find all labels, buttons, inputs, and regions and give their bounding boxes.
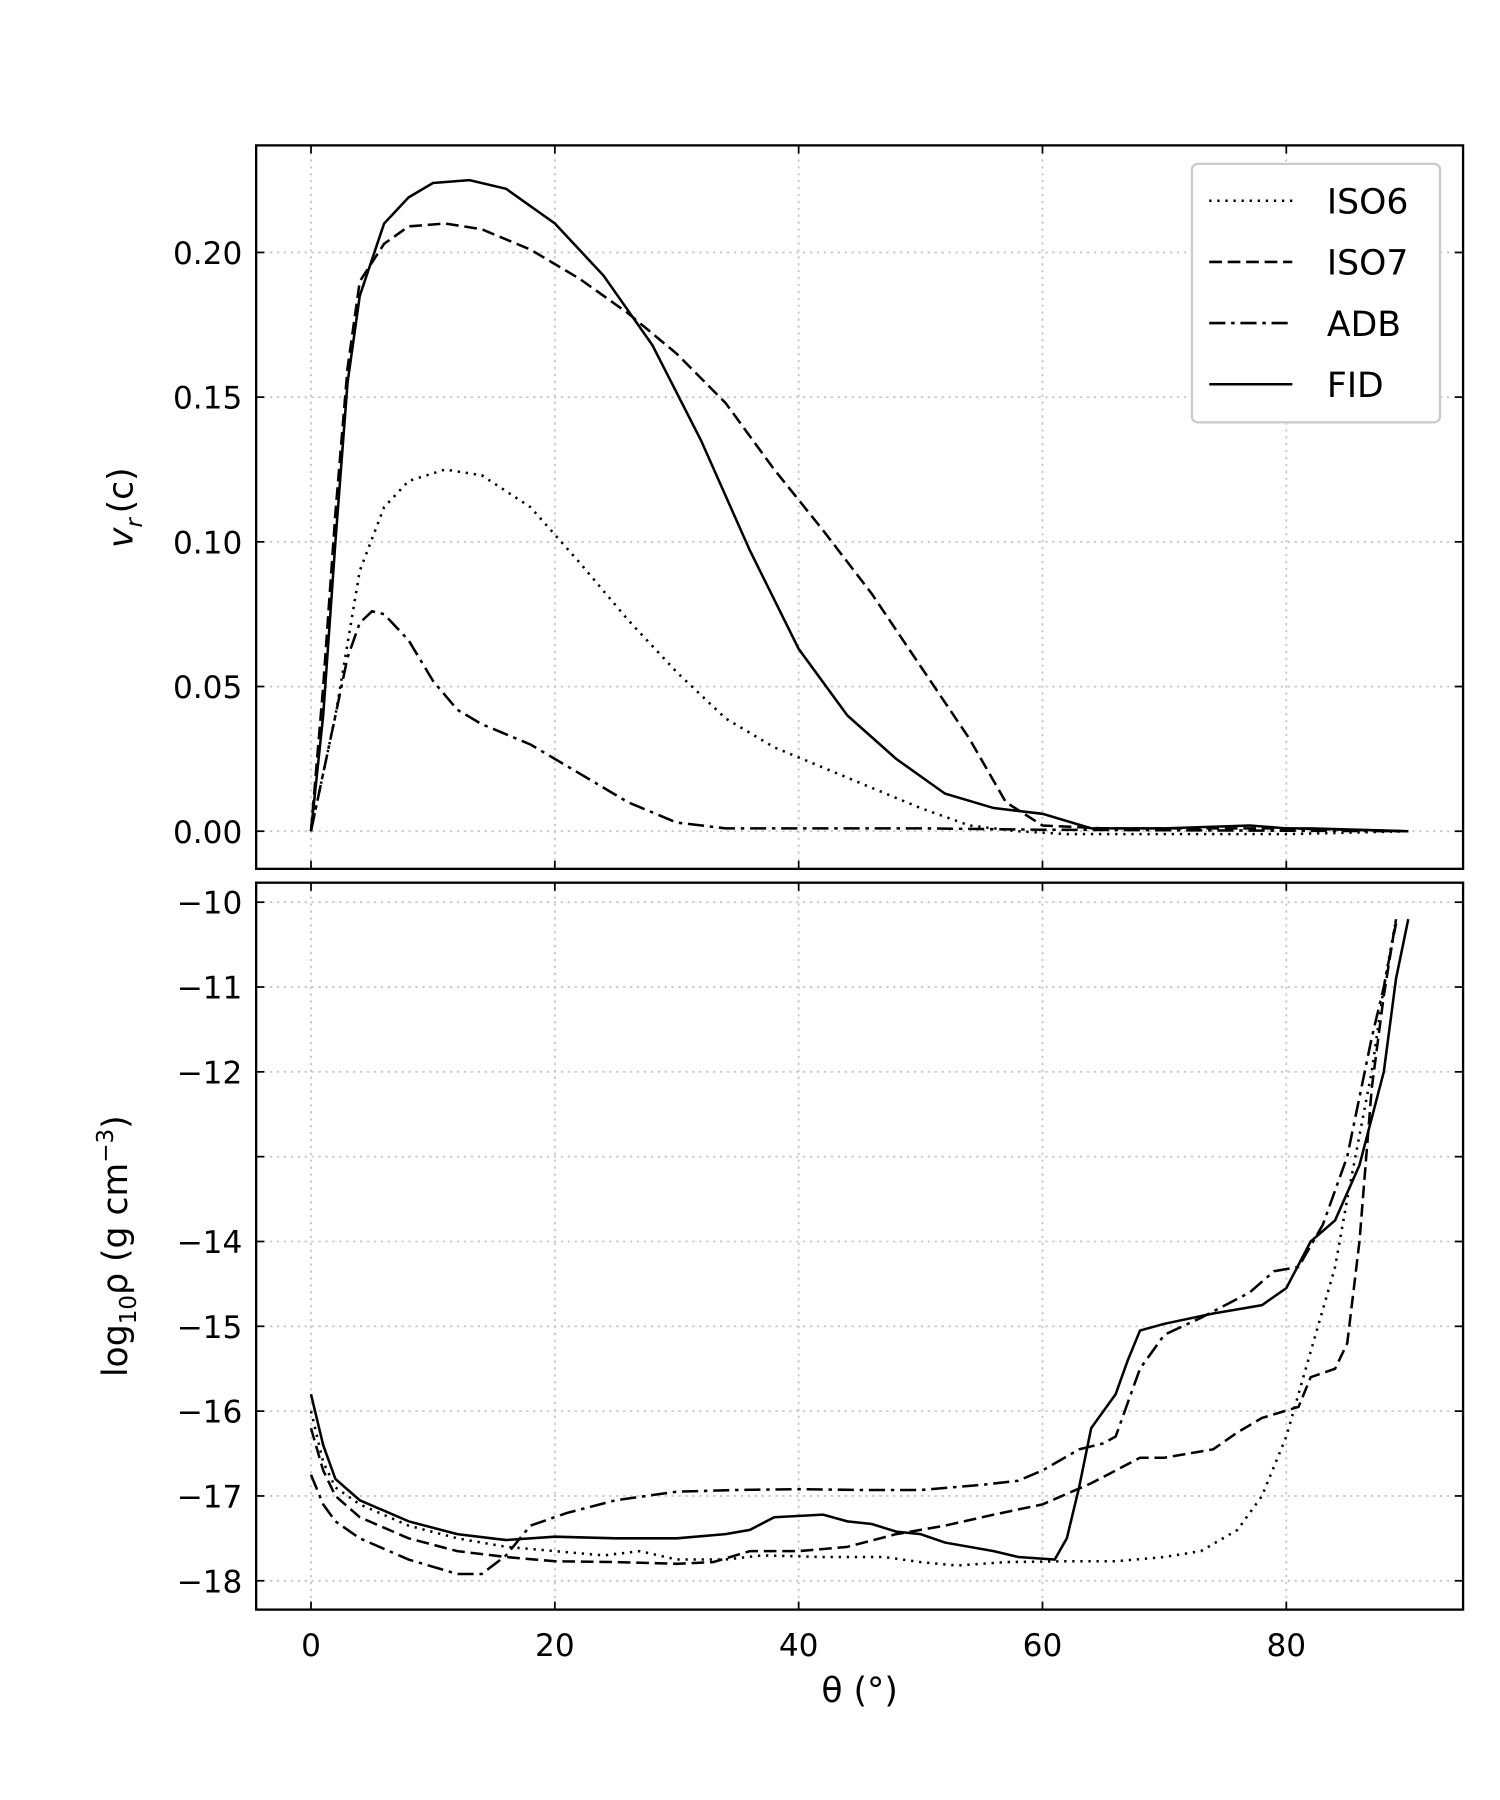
- legend-label: ADB: [1327, 305, 1401, 345]
- y-tick-label: 0.20: [173, 236, 242, 272]
- x-tick-label: 80: [1266, 1628, 1306, 1664]
- series-line-iso7: [309, 918, 1398, 1566]
- series-line-adb: [309, 923, 1398, 1576]
- bottom-y-axis-label: log10ρ (g cm−3): [93, 1115, 142, 1377]
- x-tick-label: 20: [535, 1628, 575, 1664]
- y-tick-label: 0.00: [173, 815, 242, 851]
- y-tick-label: −10: [177, 886, 243, 922]
- legend-label: ISO6: [1327, 182, 1408, 222]
- y-tick-label: 0.15: [173, 381, 242, 417]
- x-tick-label: 60: [1023, 1628, 1063, 1664]
- y-tick-label: −14: [177, 1225, 243, 1261]
- legend-label: FID: [1327, 366, 1384, 406]
- y-tick-label: −15: [177, 1310, 243, 1346]
- top-panel-velocity: 0.00 0.05 0.10 0.15 0.20 ISO6 ISO7 ADB FID: [173, 144, 1465, 870]
- y-tick-label: 0.05: [173, 670, 242, 706]
- axes-frame: [254, 144, 1465, 870]
- x-tick-label: 0: [301, 1628, 321, 1664]
- y-tick-label: −16: [177, 1395, 243, 1431]
- x-tick-label: 40: [779, 1628, 819, 1664]
- series-line-fid: [309, 918, 1410, 1561]
- y-tick-label: −18: [177, 1564, 243, 1600]
- y-tick-label: −12: [177, 1055, 243, 1091]
- y-tick-label: −11: [177, 971, 243, 1007]
- legend-label: ISO7: [1327, 244, 1408, 284]
- series-line-iso6: [309, 918, 1398, 1567]
- series-line-iso7: [309, 222, 1409, 833]
- series-line-iso6: [309, 468, 1409, 836]
- top-y-axis-label: vr(c): [102, 467, 148, 548]
- bottom-panel-density: 0 20 40 60 80 −10 −11 −12 −14 −15 −16 −17 −18: [177, 881, 1465, 1664]
- series-line-adb: [309, 609, 1409, 833]
- y-tick-label: 0.10: [173, 525, 242, 561]
- series-line-fid: [309, 178, 1409, 833]
- y-tick-label: −17: [177, 1479, 243, 1515]
- legend-box: [1190, 162, 1442, 424]
- x-axis-label: θ (°): [821, 1671, 898, 1711]
- legend: ISO6 ISO7 ADB FID: [1190, 162, 1442, 424]
- axes-frame: [254, 881, 1465, 1611]
